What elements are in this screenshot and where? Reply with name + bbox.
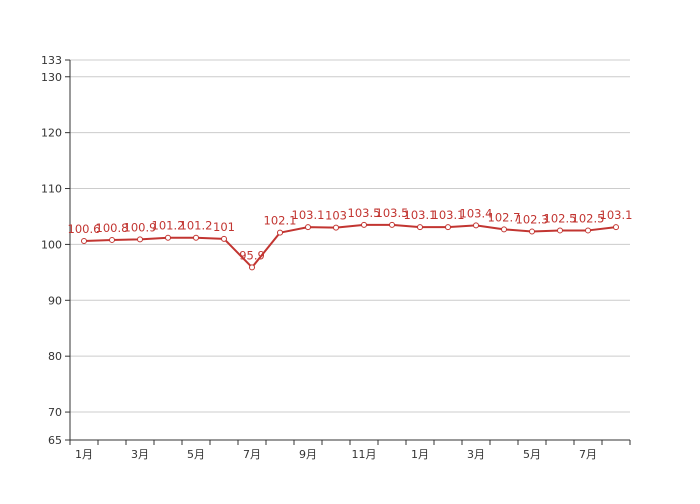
x-tick-label: 1月 bbox=[411, 448, 429, 461]
data-point[interactable] bbox=[529, 228, 535, 235]
y-tick-label: 65 bbox=[48, 434, 62, 447]
series-layer bbox=[81, 221, 619, 271]
x-tick-label: 7月 bbox=[579, 448, 597, 461]
data-label: 103.4 bbox=[460, 206, 493, 220]
data-label: 100.9 bbox=[124, 220, 157, 234]
data-label: 103.1 bbox=[600, 208, 633, 222]
data-point[interactable] bbox=[221, 235, 227, 242]
data-label: 103.1 bbox=[292, 208, 325, 222]
data-point[interactable] bbox=[361, 221, 367, 228]
data-label: 102.5 bbox=[572, 211, 605, 225]
data-point[interactable] bbox=[613, 224, 619, 231]
y-tick-label: 120 bbox=[41, 127, 62, 140]
data-point[interactable] bbox=[249, 264, 255, 271]
axes: 65 70 80 90 100 110 120 130 133 1月 3月 5月 7月 9月 11月 1月 3月… bbox=[41, 54, 631, 461]
data-label: 103.1 bbox=[432, 208, 465, 222]
data-label: 103.5 bbox=[348, 206, 381, 220]
data-label: 103 bbox=[325, 209, 347, 223]
data-point[interactable] bbox=[109, 236, 115, 243]
x-tick-label: 5月 bbox=[523, 448, 541, 461]
data-point[interactable] bbox=[193, 234, 199, 241]
x-tick-label: 11月 bbox=[352, 448, 377, 461]
x-tick-label: 9月 bbox=[299, 448, 317, 461]
series-line bbox=[83, 223, 617, 269]
data-point[interactable] bbox=[81, 238, 87, 245]
data-label: 95.9 bbox=[239, 248, 265, 262]
grid-lines bbox=[70, 59, 630, 413]
data-point[interactable] bbox=[277, 229, 283, 236]
data-label: 101.2 bbox=[180, 219, 213, 233]
x-tick-label: 1月 bbox=[75, 448, 93, 461]
data-label: 100.6 bbox=[68, 222, 101, 236]
x-tick-label: 7月 bbox=[243, 448, 261, 461]
data-label: 101 bbox=[213, 220, 235, 234]
data-point[interactable] bbox=[585, 227, 591, 234]
data-point[interactable] bbox=[333, 224, 339, 231]
y-tick-label: 110 bbox=[41, 183, 62, 196]
data-point[interactable] bbox=[445, 224, 451, 231]
y-tick-label: 133 bbox=[41, 54, 62, 67]
data-point[interactable] bbox=[473, 222, 479, 229]
data-label: 102.3 bbox=[516, 213, 549, 227]
x-tick-label: 3月 bbox=[467, 448, 485, 461]
y-tick-label: 80 bbox=[48, 350, 62, 363]
data-point[interactable] bbox=[165, 234, 171, 241]
x-tick-label: 5月 bbox=[187, 448, 205, 461]
data-label: 102.7 bbox=[488, 210, 521, 224]
y-tick-label: 130 bbox=[41, 71, 62, 84]
y-tick-label: 100 bbox=[41, 238, 62, 251]
data-point[interactable] bbox=[417, 224, 423, 231]
data-label: 103.1 bbox=[404, 208, 437, 222]
data-label: 102.5 bbox=[544, 211, 577, 225]
data-point[interactable] bbox=[137, 236, 143, 243]
data-point[interactable] bbox=[501, 226, 507, 233]
data-point[interactable] bbox=[305, 224, 311, 231]
y-tick-label: 90 bbox=[48, 294, 62, 307]
data-label: 101.2 bbox=[152, 219, 185, 233]
y-tick-label: 70 bbox=[48, 406, 62, 419]
data-label: 103.5 bbox=[376, 206, 409, 220]
data-point[interactable] bbox=[389, 221, 395, 228]
data-label: 102.1 bbox=[264, 214, 297, 228]
data-label: 100.8 bbox=[96, 221, 129, 235]
data-point[interactable] bbox=[557, 227, 563, 234]
x-tick-label: 3月 bbox=[131, 448, 149, 461]
